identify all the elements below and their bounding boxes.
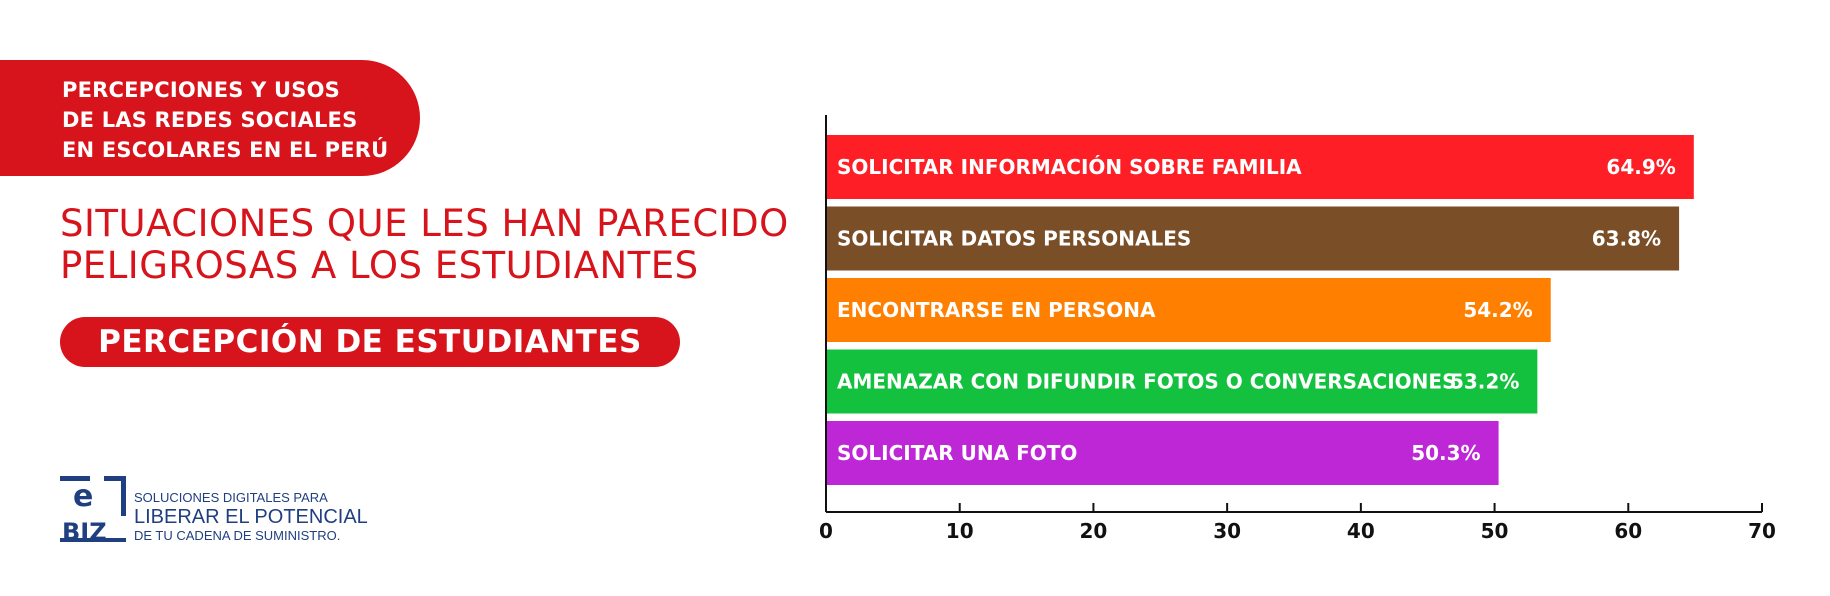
- bar: [826, 278, 1551, 342]
- x-tick-label: 60: [1614, 519, 1642, 543]
- x-tick-label: 10: [946, 519, 974, 543]
- bar: [826, 349, 1538, 414]
- bar-category-label: SOLICITAR INFORMACIÓN SOBRE FAMILIA: [837, 155, 1302, 179]
- chart-subtitle: SITUACIONES QUE LES HAN PARECIDO PELIGRO…: [60, 203, 789, 287]
- bar-value-label: 54.2%: [1463, 298, 1532, 322]
- logo-tagline-line3: DE TU CADENA DE SUMINISTRO.: [134, 528, 341, 543]
- bar-category-label: ENCONTRARSE EN PERSONA: [837, 298, 1156, 322]
- x-tick-label: 70: [1748, 519, 1776, 543]
- bar-value-label: 53.2%: [1450, 370, 1519, 394]
- bar: [826, 135, 1694, 199]
- bar-value-label: 64.9%: [1606, 155, 1675, 179]
- bar: [826, 206, 1680, 271]
- audience-pill: PERCEPCIÓN DE ESTUDIANTES: [60, 317, 680, 367]
- bar: [826, 421, 1499, 485]
- ebiz-logo-mark: e BIZ: [60, 476, 126, 542]
- logo-mark-e: e: [73, 479, 93, 514]
- logo-tagline: SOLUCIONES DIGITALES PARA LIBERAR EL POT…: [134, 490, 368, 544]
- banner-line: DE LAS REDES SOCIALES: [62, 108, 358, 132]
- x-tick-label: 0: [819, 519, 833, 543]
- banner-line: PERCEPCIONES Y USOS: [62, 78, 340, 102]
- bar-category-label: SOLICITAR UNA FOTO: [837, 441, 1077, 465]
- banner-line: EN ESCOLARES EN EL PERÚ: [62, 138, 389, 162]
- bar-category-label: AMENAZAR CON DIFUNDIR FOTOS O CONVERSACI…: [837, 370, 1456, 394]
- x-tick-label: 40: [1347, 519, 1375, 543]
- bar-value-label: 63.8%: [1592, 227, 1661, 251]
- ebiz-logo: e BIZ SOLUCIONES DIGITALES PARA LIBERAR …: [60, 476, 380, 544]
- logo-tagline-line2: LIBERAR EL POTENCIAL: [134, 506, 368, 528]
- x-tick-label: 50: [1481, 519, 1509, 543]
- report-title-banner: PERCEPCIONES Y USOS DE LAS REDES SOCIALE…: [0, 60, 420, 176]
- x-tick-label: 30: [1213, 519, 1241, 543]
- bar-category-label: SOLICITAR DATOS PERSONALES: [837, 227, 1191, 251]
- logo-tagline-line1: SOLUCIONES DIGITALES PARA: [134, 490, 328, 505]
- subtitle-line: SITUACIONES QUE LES HAN PARECIDO: [60, 202, 789, 245]
- bar-value-label: 50.3%: [1411, 441, 1480, 465]
- x-tick-label: 20: [1080, 519, 1108, 543]
- subtitle-line: PELIGROSAS A LOS ESTUDIANTES: [60, 244, 699, 287]
